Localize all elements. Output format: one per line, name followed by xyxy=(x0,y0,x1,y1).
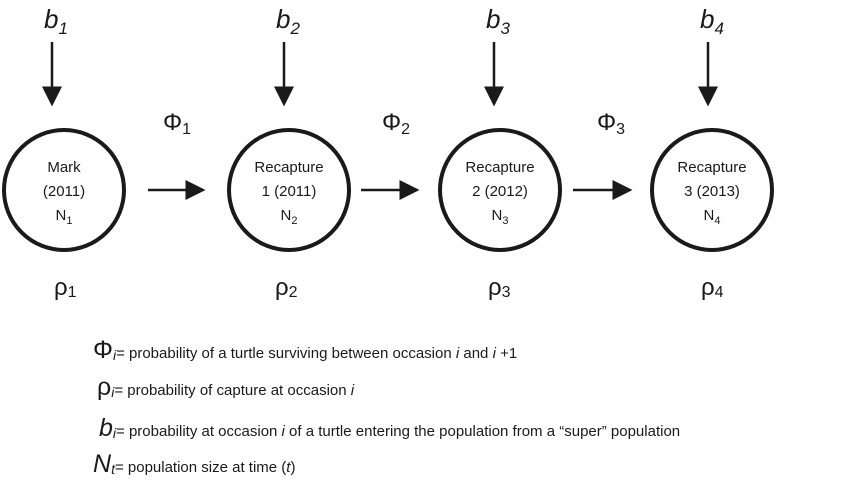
recruitment-label-1: b1 xyxy=(44,4,68,38)
legend-population-size: Nt= population size at time (t) xyxy=(93,450,295,478)
survival-label-3: Φ3 xyxy=(597,109,625,138)
occasion-node-1 xyxy=(2,128,126,252)
legend-survival: Φi= probability of a turtle surviving be… xyxy=(93,336,517,364)
recruitment-label-3: b3 xyxy=(486,4,510,38)
occasion-1-line-1: Mark xyxy=(47,159,81,176)
capture-prob-label-3: ρ3 xyxy=(488,274,511,301)
occasion-1-line-2: (2011) xyxy=(43,183,85,200)
population-size-label-2: N2 xyxy=(281,207,298,227)
occasion-3-line-1: Recapture xyxy=(465,159,534,176)
recruitment-label-2: b2 xyxy=(276,4,300,38)
survival-label-2: Φ2 xyxy=(382,109,410,138)
population-size-label-1: N1 xyxy=(56,207,73,227)
recruitment-label-4: b4 xyxy=(700,4,724,38)
occasion-4-line-1: Recapture xyxy=(677,159,746,176)
capture-prob-label-1: ρ1 xyxy=(54,274,77,301)
occasion-4-line-2: 3 (2013) xyxy=(684,183,740,200)
occasion-node-4 xyxy=(650,128,774,252)
capture-prob-label-2: ρ2 xyxy=(275,274,298,301)
capture-prob-label-4: ρ4 xyxy=(701,274,724,301)
survival-label-1: Φ1 xyxy=(163,109,191,138)
occasion-node-2 xyxy=(227,128,351,252)
population-size-label-4: N4 xyxy=(704,207,721,227)
occasion-2-line-2: 1 (2011) xyxy=(262,183,317,200)
occasion-node-3 xyxy=(438,128,562,252)
occasion-3-line-2: 2 (2012) xyxy=(472,183,528,200)
population-size-label-3: N3 xyxy=(492,207,509,227)
occasion-2-line-1: Recapture xyxy=(254,159,323,176)
legend-recruitment: bi= probability at occasion i of a turtl… xyxy=(99,414,680,442)
legend-capture: ρi= probability of capture at occasion i xyxy=(97,373,355,401)
